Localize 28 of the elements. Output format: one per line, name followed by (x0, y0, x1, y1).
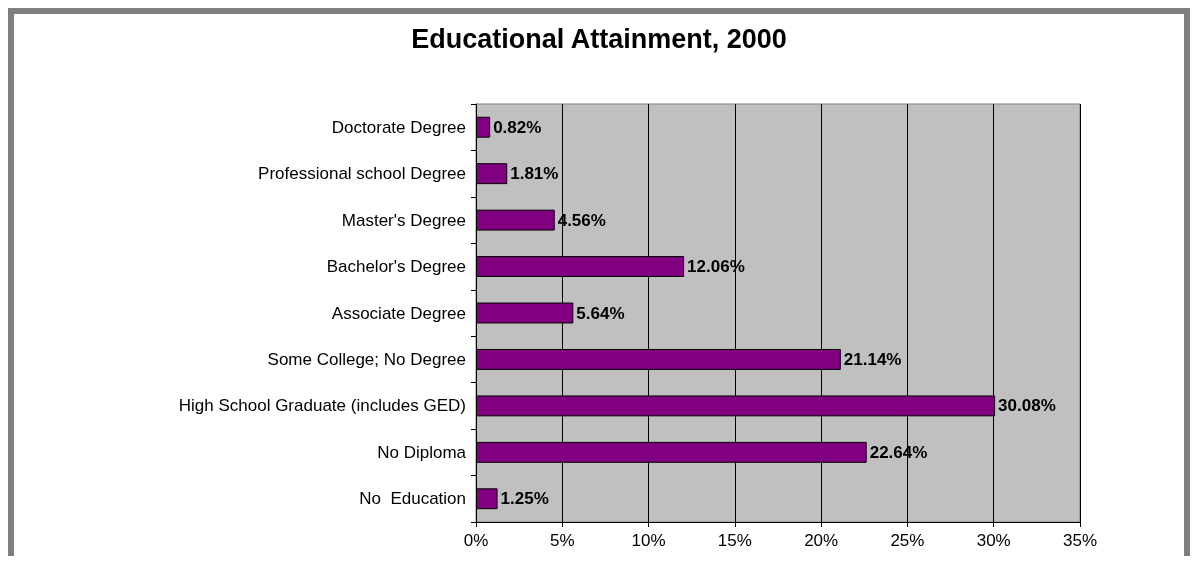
y-tick-label: Associate Degree (331, 303, 466, 323)
data-label: 1.25% (500, 489, 549, 509)
y-tick-label: No Education (359, 489, 466, 509)
data-label: 21.14% (843, 349, 902, 369)
y-tick-label: High School Graduate (includes GED) (178, 396, 466, 416)
chart-title: Educational Attainment, 2000 (411, 23, 787, 54)
x-tick-label: 10% (631, 531, 666, 550)
y-tick-label: Bachelor's Degree (326, 257, 466, 277)
x-tick-label: 15% (717, 531, 752, 550)
x-tick-label: 25% (890, 531, 925, 550)
x-tick-label: 0% (463, 531, 489, 550)
x-tick-label: 35% (1062, 531, 1098, 550)
y-tick-label: Doctorate Degree (331, 117, 466, 137)
data-label: 0.82% (493, 117, 542, 137)
data-label: 30.08% (998, 396, 1056, 416)
data-label: 1.81% (510, 164, 559, 184)
x-tick-label: 30% (976, 531, 1011, 550)
bar (476, 163, 508, 185)
y-tick-label: Some College; No Degree (267, 349, 466, 369)
bar (476, 116, 491, 138)
y-tick-label: Master's Degree (341, 210, 466, 230)
y-tick-label: No Diploma (377, 442, 467, 462)
x-tick-label: 5% (550, 531, 575, 550)
x-tick-label: 20% (804, 531, 839, 550)
bar (476, 209, 555, 231)
data-label: 5.64% (576, 303, 625, 323)
y-tick-label: Professional school Degree (258, 164, 466, 184)
bar (476, 488, 498, 510)
